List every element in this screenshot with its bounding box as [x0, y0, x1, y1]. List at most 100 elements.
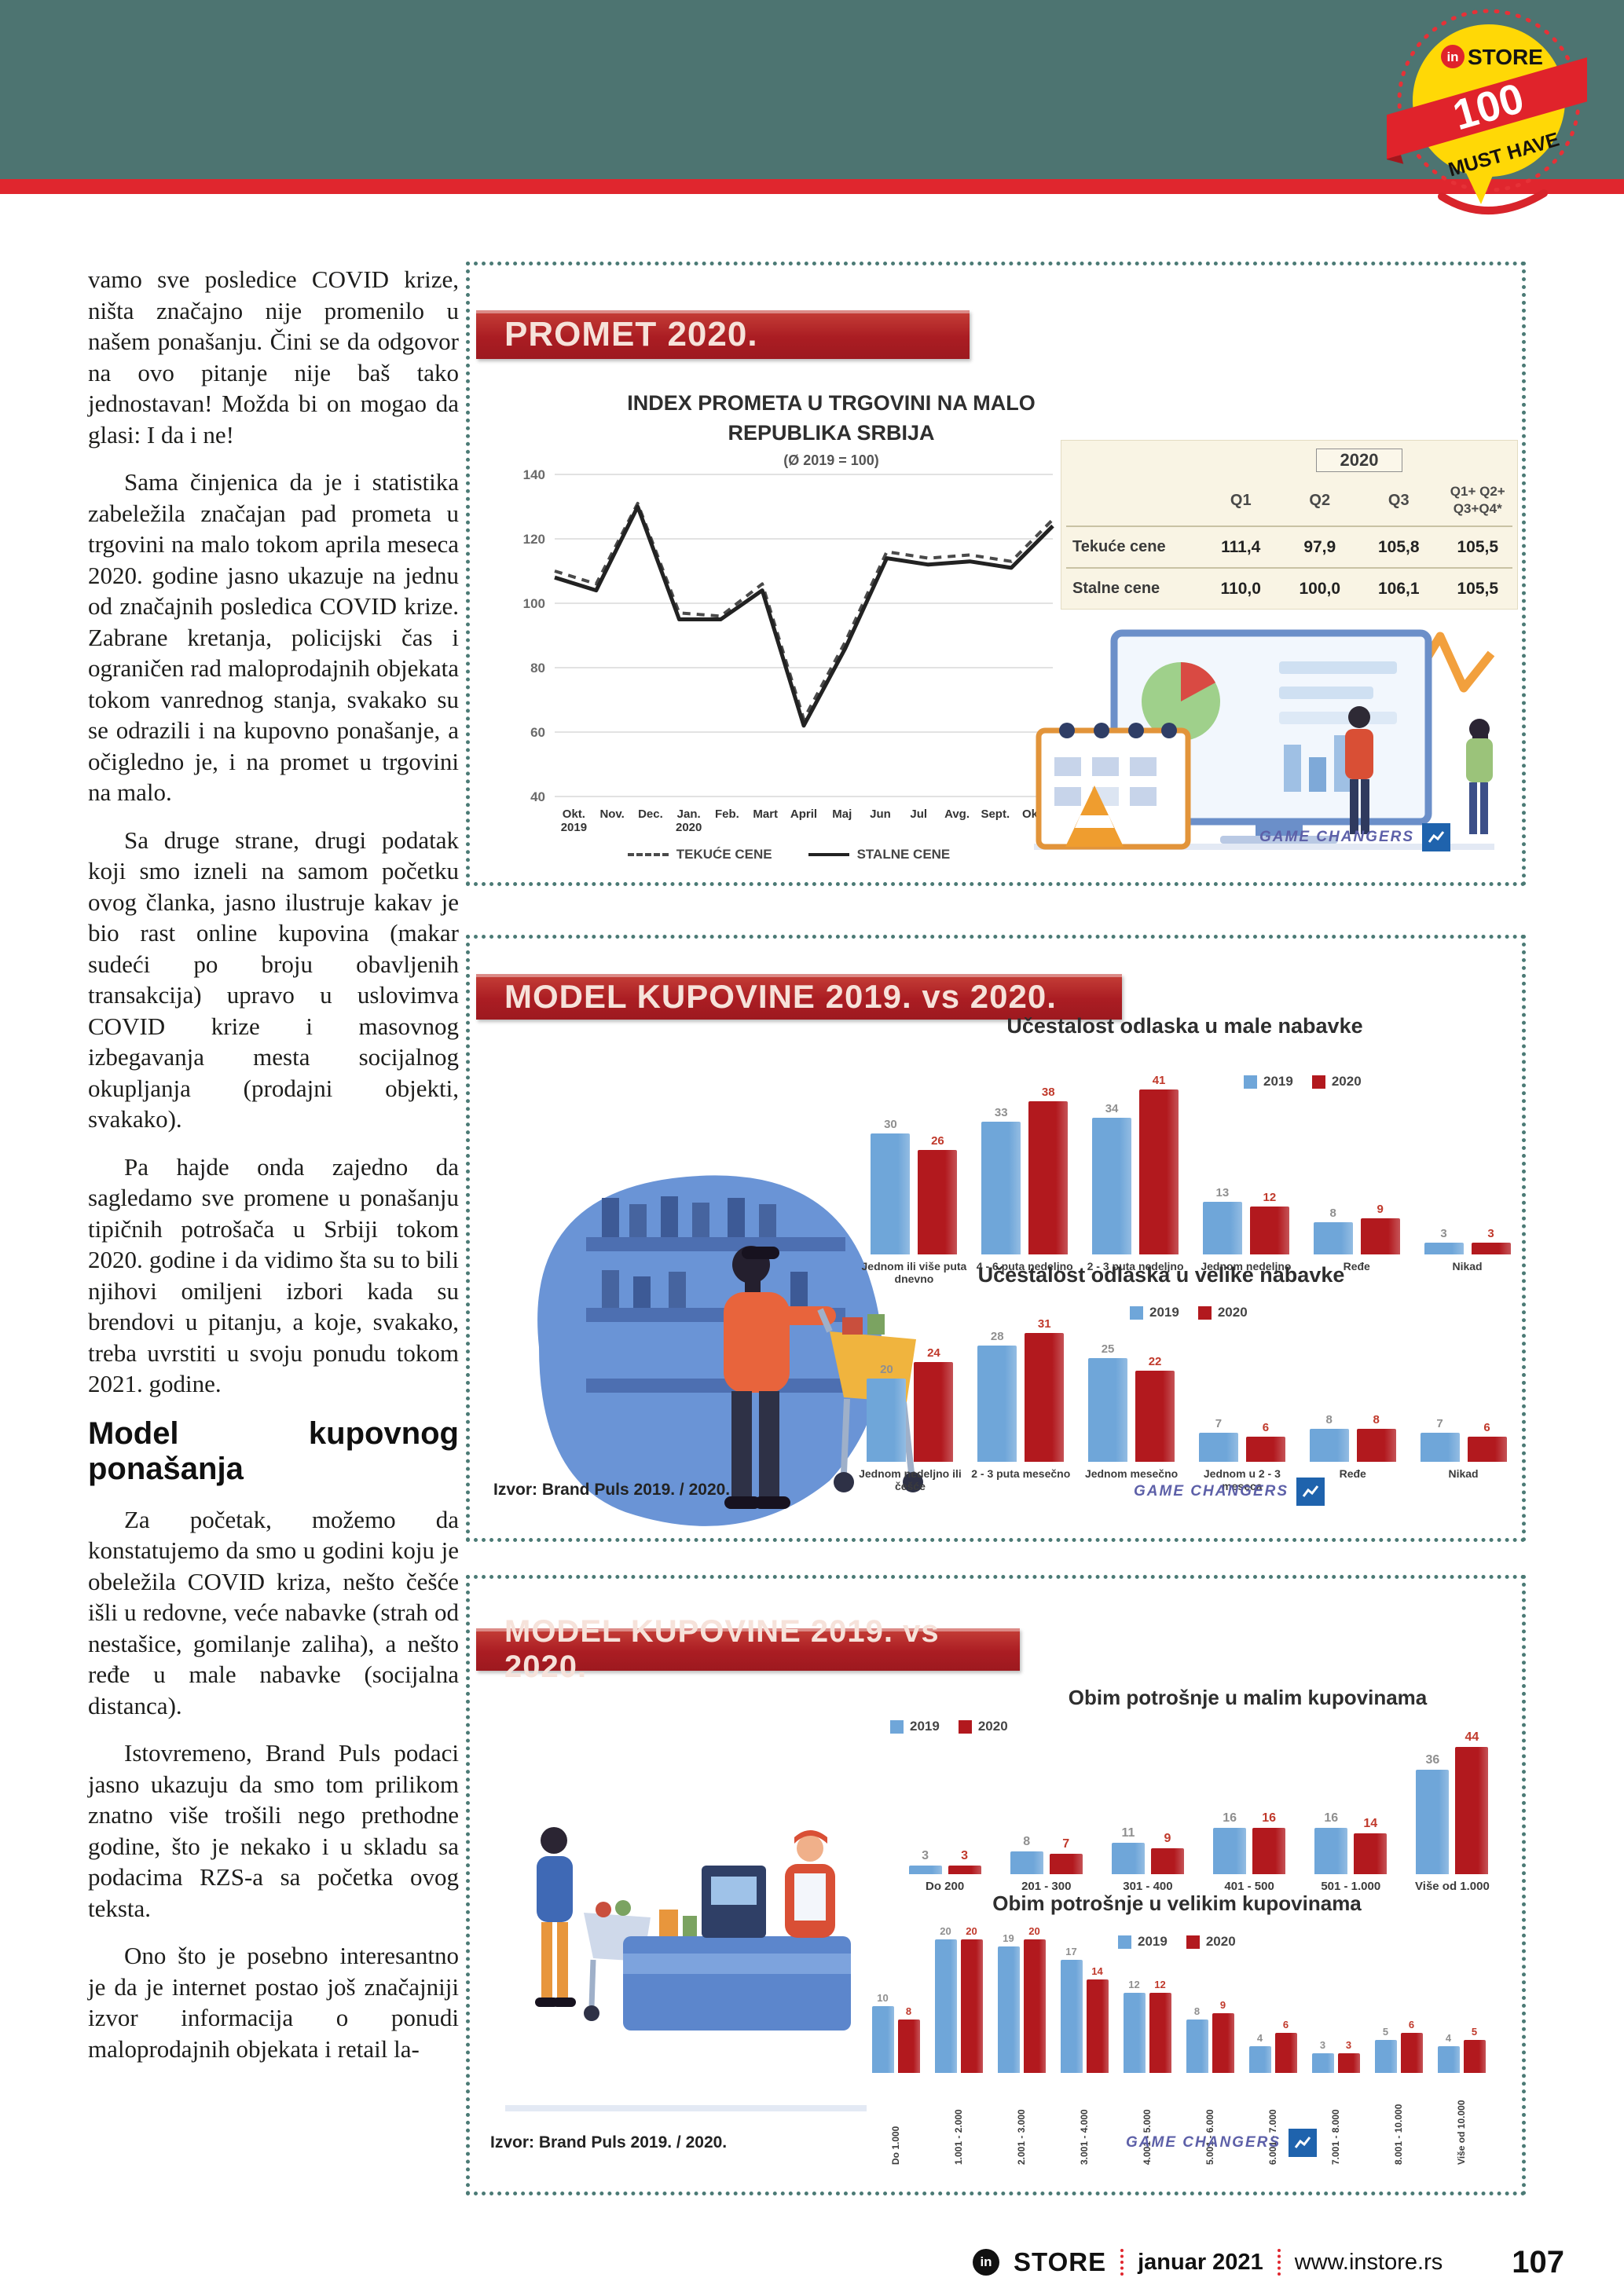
bar-2019: [1198, 1432, 1238, 1462]
badge-store-text: STORE: [1468, 45, 1543, 69]
instore-100-must-have-badge: in STORE 100 MUST HAVE: [1373, 6, 1604, 222]
game-changers-mark-icon: [1422, 823, 1451, 851]
bar-value-label: 3: [961, 1848, 969, 1862]
bar-group: 17 14 3.001 - 4.000: [1053, 1921, 1116, 2165]
bar-2020: [1023, 1939, 1046, 2073]
bar-2020: [1049, 1854, 1083, 1874]
x-axis-label: Feb.: [715, 807, 739, 821]
customer-head: [541, 1827, 567, 1854]
article-paragraph: vamo sve posledice COVID krize, ništa zn…: [88, 265, 459, 449]
chart-d-title: Obim potrošnje u velikim kupovinama: [992, 1891, 1362, 1915]
article-column: vamo sve posledice COVID krize, ništa zn…: [88, 264, 459, 2081]
bar-value-label: 17: [1065, 1945, 1077, 1957]
badge-in-circle-icon: [1441, 45, 1465, 68]
bar-2020: [960, 1939, 983, 2073]
panel-model-kupovine-obim: MODEL KUPOVINE 2019. vs 2020.: [466, 1575, 1526, 2195]
legend-item: STALNE CENE: [808, 847, 951, 862]
chart-c-title: Obim potrošnje u malim kupovinama: [1068, 1686, 1428, 1709]
article-paragraph: Ono što je posebno interesantno je da je…: [88, 1942, 459, 2063]
bar-value-label: 25: [1101, 1342, 1115, 1356]
bar-value-label: 4: [1256, 2032, 1263, 2044]
legend-swatch-icon: [958, 1719, 972, 1734]
bar-value-label: 6: [1483, 1421, 1490, 1435]
x-axis-label: Nov.: [599, 807, 625, 821]
bar-2019: [908, 1865, 942, 1874]
bar-category-label: 1.001 - 2.000: [953, 2109, 964, 2165]
x-axis-label: Mart: [753, 807, 779, 821]
game-changers-logo: GAME CHANGERS: [1134, 1478, 1325, 1506]
bar-2019: [1314, 1828, 1348, 1874]
line-series-STALNE CENE: [554, 504, 1054, 728]
bar-value-label: 26: [931, 1133, 944, 1148]
bar-group: 16 14 501 - 1.000: [1300, 1728, 1402, 1893]
legend-label: 2020: [977, 1719, 1008, 1734]
bar-category-label: Jednom nedeljno: [1201, 1260, 1292, 1273]
bar-group: 16 16 401 - 500: [1199, 1728, 1300, 1893]
bar-value-label: 16: [1262, 1811, 1276, 1825]
bar-2020: [1025, 1333, 1065, 1462]
line-chart-legend: TEKUĆE CENE STALNE CENE: [514, 847, 1064, 862]
bar-group: 3 3 Do 200: [894, 1728, 995, 1893]
page-number: 107: [1512, 2244, 1564, 2280]
bar-value-label: 12: [1128, 1979, 1140, 1990]
line-chart-svg: 140 120 100 80 60 40: [523, 467, 1054, 803]
instore-logo-icon: in: [973, 2249, 999, 2276]
table-year-header: 2020: [1315, 449, 1403, 472]
svg-text:100: 100: [523, 596, 545, 611]
legend-item: 2019: [890, 1719, 940, 1734]
footer-issue: januar 2021: [1138, 2249, 1263, 2275]
bar-category-label: 2 - 3 puta mesečno: [971, 1467, 1071, 1480]
svg-text:60: 60: [530, 725, 545, 740]
bar-value-label: 19: [1003, 1932, 1014, 1944]
chart-a-legend: 2019 2020: [1244, 1074, 1362, 1089]
article-paragraph: Sa druge strane, drugi podatak koji smo …: [88, 826, 459, 1133]
bar-value-label: 9: [1219, 1998, 1226, 2011]
legend-label: 2019: [1263, 1074, 1293, 1089]
bar-group: 19 20 2.001 - 3.000: [990, 1921, 1053, 2165]
bar-2020: [897, 2020, 920, 2073]
legend-item: 2019: [1244, 1074, 1293, 1089]
badge-graphic: in STORE 100 MUST HAVE: [1373, 9, 1604, 215]
panel1-banner: PROMET 2020.: [476, 310, 970, 359]
analytics-illustration: [1020, 611, 1519, 882]
bar-2020: [1467, 1437, 1507, 1462]
legend-label: STALNE CENE: [856, 847, 951, 862]
line-chart-subtitle: REPUBLIKA SRBIJA: [728, 421, 935, 445]
bar-group: 12 12 4.001 - 5.000: [1116, 1921, 1179, 2165]
chart-obim-velike: 10 8 Do 1.000 20 20 1.001 - 2.000 19 20 2.001 - …: [864, 1921, 1493, 2165]
panel-model-kupovine-ucestalost: MODEL KUPOVINE 2019. vs 2020.: [466, 935, 1526, 1542]
header-band: [0, 0, 1624, 179]
bar-value-label: 8: [1373, 1412, 1380, 1426]
legend-swatch-icon: [1186, 1935, 1200, 1949]
chart-a-title: Učestalost odlaska u male nabavke: [1006, 1014, 1363, 1038]
x-axis-label: Sept.: [981, 807, 1010, 821]
legend-label: 2020: [1331, 1074, 1362, 1089]
bar-value-label: 36: [1425, 1753, 1440, 1767]
bar-value-label: 13: [1215, 1186, 1230, 1200]
x-axis-label: Maj: [832, 807, 852, 821]
bar-2019: [1309, 1428, 1349, 1462]
bar-2020: [1400, 2033, 1423, 2073]
bar-2019: [1088, 1357, 1128, 1462]
game-changers-mark-icon: [1289, 2129, 1318, 2157]
legend-swatch-icon: [808, 853, 849, 856]
legend-label: 2020: [1217, 1305, 1248, 1320]
table-cell: 105,8: [1377, 537, 1420, 556]
bar-2019: [871, 1133, 911, 1254]
table-cell: 100,0: [1299, 579, 1341, 598]
bar-value-label: 44: [1465, 1730, 1479, 1744]
badge-red-swoosh: [1438, 189, 1548, 215]
bar-value-label: 6: [1262, 1421, 1270, 1435]
checkout-counter: [623, 1936, 851, 2031]
bar-category-label: Nikad: [1452, 1260, 1483, 1273]
source-note: Izvor: Brand Puls 2019. / 2020.: [490, 2133, 728, 2151]
header-red-stripe: [0, 179, 1624, 194]
table-cell: 105,5: [1457, 579, 1499, 598]
bar-category-label: Ređe: [1339, 1467, 1366, 1480]
game-changers-logo: GAME CHANGERS: [1259, 823, 1451, 851]
x-axis-label: Jun: [870, 807, 891, 821]
badge-ribbon: [1373, 56, 1604, 159]
bar-value-label: 20: [940, 1925, 951, 1937]
bar-value-label: 20: [880, 1363, 893, 1377]
